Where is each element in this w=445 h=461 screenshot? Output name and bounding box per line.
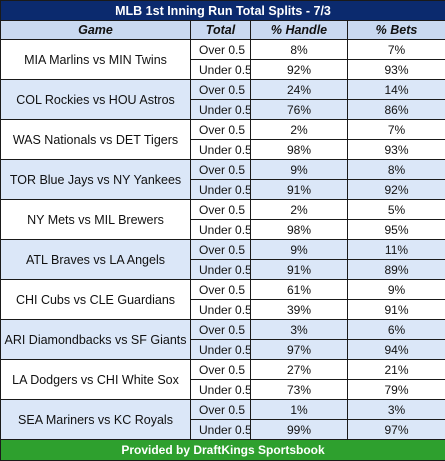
handle-pct-cell: 3% [251, 320, 348, 340]
bets-pct-cell: 79% [348, 380, 445, 400]
total-line-cell: Under 0.5 [191, 100, 251, 120]
total-line-cell: Under 0.5 [191, 260, 251, 280]
bets-pct-cell: 91% [348, 300, 445, 320]
total-line-cell: Over 0.5 [191, 200, 251, 220]
title-row: MLB 1st Inning Run Total Splits - 7/3 [1, 1, 445, 21]
game-name-cell: CHI Cubs vs CLE Guardians [1, 280, 191, 320]
table-title: MLB 1st Inning Run Total Splits - 7/3 [1, 1, 445, 21]
total-line-cell: Under 0.5 [191, 180, 251, 200]
bets-pct-cell: 6% [348, 320, 445, 340]
bets-pct-cell: 8% [348, 160, 445, 180]
game-name-cell: ATL Braves vs LA Angels [1, 240, 191, 280]
total-line-cell: Under 0.5 [191, 300, 251, 320]
total-line-cell: Under 0.5 [191, 220, 251, 240]
handle-pct-cell: 76% [251, 100, 348, 120]
game-name-cell: TOR Blue Jays vs NY Yankees [1, 160, 191, 200]
total-line-cell: Over 0.5 [191, 40, 251, 60]
bets-pct-cell: 92% [348, 180, 445, 200]
total-line-cell: Over 0.5 [191, 240, 251, 260]
handle-pct-cell: 24% [251, 80, 348, 100]
total-line-cell: Over 0.5 [191, 80, 251, 100]
bets-pct-cell: 97% [348, 420, 445, 440]
total-line-cell: Over 0.5 [191, 320, 251, 340]
handle-pct-cell: 91% [251, 180, 348, 200]
bets-pct-cell: 86% [348, 100, 445, 120]
handle-pct-cell: 92% [251, 60, 348, 80]
total-line-cell: Under 0.5 [191, 380, 251, 400]
handle-pct-cell: 27% [251, 360, 348, 380]
handle-pct-cell: 9% [251, 160, 348, 180]
total-line-cell: Over 0.5 [191, 160, 251, 180]
handle-pct-cell: 99% [251, 420, 348, 440]
total-line-cell: Over 0.5 [191, 400, 251, 420]
bets-pct-cell: 14% [348, 80, 445, 100]
handle-pct-cell: 73% [251, 380, 348, 400]
total-line-cell: Under 0.5 [191, 140, 251, 160]
game-name-cell: COL Rockies vs HOU Astros [1, 80, 191, 120]
bets-pct-cell: 9% [348, 280, 445, 300]
handle-pct-cell: 9% [251, 240, 348, 260]
bets-pct-cell: 21% [348, 360, 445, 380]
bets-pct-cell: 11% [348, 240, 445, 260]
handle-pct-cell: 2% [251, 200, 348, 220]
game-name-cell: WAS Nationals vs DET Tigers [1, 120, 191, 160]
bets-pct-cell: 93% [348, 60, 445, 80]
footer-credit: Provided by DraftKings Sportsbook [1, 440, 445, 461]
handle-pct-cell: 98% [251, 140, 348, 160]
handle-pct-cell: 2% [251, 120, 348, 140]
footer-row: Provided by DraftKings Sportsbook [1, 440, 445, 461]
handle-pct-cell: 97% [251, 340, 348, 360]
header-bets: % Bets [348, 21, 445, 40]
bets-pct-cell: 93% [348, 140, 445, 160]
handle-pct-cell: 61% [251, 280, 348, 300]
total-line-cell: Under 0.5 [191, 340, 251, 360]
total-line-cell: Over 0.5 [191, 280, 251, 300]
game-name-cell: LA Dodgers vs CHI White Sox [1, 360, 191, 400]
total-line-cell: Over 0.5 [191, 360, 251, 380]
game-name-cell: NY Mets vs MIL Brewers [1, 200, 191, 240]
handle-pct-cell: 8% [251, 40, 348, 60]
game-name-cell: SEA Mariners vs KC Royals [1, 400, 191, 440]
bets-pct-cell: 5% [348, 200, 445, 220]
header-row: Game Total % Handle % Bets [1, 21, 445, 40]
bets-pct-cell: 7% [348, 120, 445, 140]
game-name-cell: ARI Diamondbacks vs SF Giants [1, 320, 191, 360]
handle-pct-cell: 98% [251, 220, 348, 240]
bets-pct-cell: 89% [348, 260, 445, 280]
handle-pct-cell: 91% [251, 260, 348, 280]
total-line-cell: Over 0.5 [191, 120, 251, 140]
game-name-cell: MIA Marlins vs MIN Twins [1, 40, 191, 80]
bets-pct-cell: 94% [348, 340, 445, 360]
header-total: Total [191, 21, 251, 40]
handle-pct-cell: 39% [251, 300, 348, 320]
bets-pct-cell: 7% [348, 40, 445, 60]
total-line-cell: Under 0.5 [191, 60, 251, 80]
header-game: Game [1, 21, 191, 40]
bets-pct-cell: 3% [348, 400, 445, 420]
total-line-cell: Under 0.5 [191, 420, 251, 440]
handle-pct-cell: 1% [251, 400, 348, 420]
bets-pct-cell: 95% [348, 220, 445, 240]
header-handle: % Handle [251, 21, 348, 40]
